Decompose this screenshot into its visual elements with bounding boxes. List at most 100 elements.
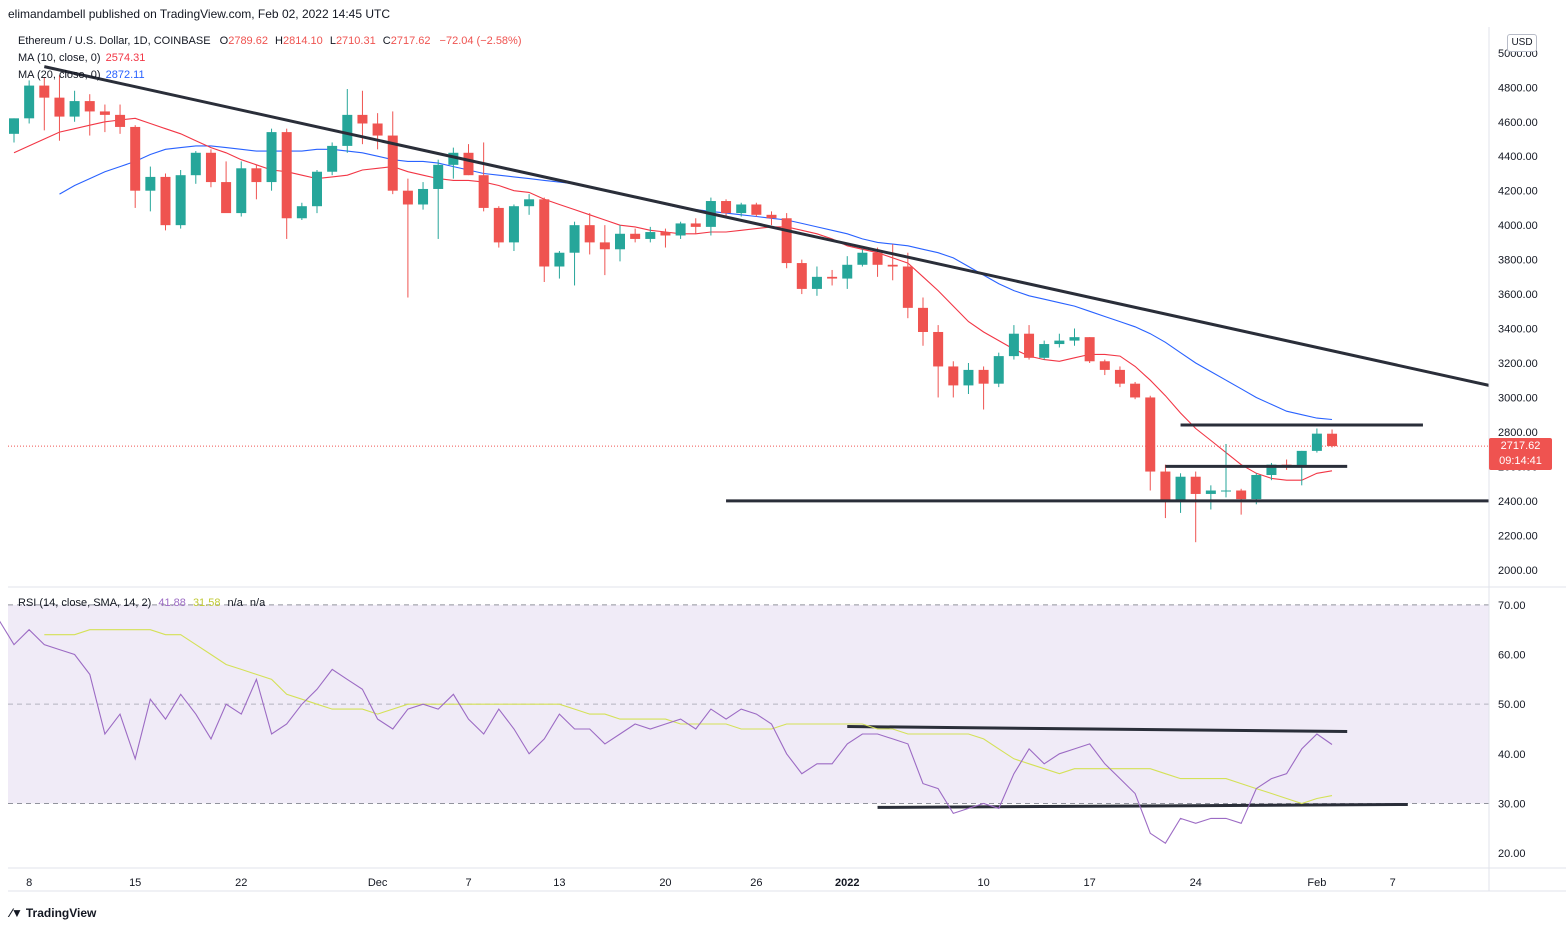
- candle-up[interactable]: [811, 276, 822, 289]
- candle-up[interactable]: [1296, 450, 1307, 467]
- candle-down[interactable]: [1084, 337, 1095, 362]
- candle-up[interactable]: [569, 225, 580, 253]
- candle-down[interactable]: [539, 199, 550, 267]
- candle-up[interactable]: [24, 85, 35, 119]
- rsi-axis-tick[interactable]: 40.00: [1498, 749, 1526, 761]
- rsi-axis-tick[interactable]: 20.00: [1498, 848, 1526, 860]
- candle-up[interactable]: [342, 114, 353, 146]
- rsi-level-line-drawing[interactable]: [847, 725, 1348, 733]
- candle-down[interactable]: [251, 168, 262, 183]
- candle-up[interactable]: [554, 252, 565, 267]
- rsi-legend[interactable]: RSI (14, close, SMA, 14, 2) 41.88 31.58 …: [18, 597, 265, 609]
- price-axis-tick[interactable]: 2200.00: [1498, 530, 1538, 542]
- candle-down[interactable]: [1024, 333, 1035, 358]
- candle-up[interactable]: [145, 176, 156, 191]
- candle-down[interactable]: [84, 101, 95, 112]
- candle-down[interactable]: [660, 232, 671, 236]
- price-axis-tick[interactable]: 4200.00: [1498, 186, 1538, 198]
- price-axis-tick[interactable]: 3400.00: [1498, 324, 1538, 336]
- candle-down[interactable]: [493, 207, 504, 243]
- candle-up[interactable]: [1039, 344, 1050, 358]
- candle-up[interactable]: [1266, 464, 1277, 475]
- rsi-axis-tick[interactable]: 70.00: [1498, 600, 1526, 612]
- candle-down[interactable]: [1130, 383, 1141, 398]
- candle-up[interactable]: [69, 101, 80, 117]
- candle-down[interactable]: [1236, 490, 1247, 500]
- candle-down[interactable]: [402, 190, 413, 205]
- time-axis-tick[interactable]: 26: [750, 877, 762, 889]
- candle-up[interactable]: [524, 199, 535, 207]
- candle-down[interactable]: [54, 97, 65, 117]
- candle-up[interactable]: [418, 188, 429, 205]
- candle-up[interactable]: [1205, 490, 1216, 494]
- candle-down[interactable]: [1327, 433, 1338, 447]
- price-axis-tick[interactable]: 4400.00: [1498, 151, 1538, 163]
- candle-down[interactable]: [478, 175, 489, 208]
- candle-up[interactable]: [236, 168, 247, 214]
- ma10-legend[interactable]: MA (10, close, 0) 2574.31: [18, 52, 145, 64]
- candle-up[interactable]: [645, 232, 656, 239]
- candle-down[interactable]: [99, 111, 110, 115]
- candle-down[interactable]: [387, 135, 398, 191]
- currency-button[interactable]: USD: [1507, 34, 1537, 52]
- time-axis-tick[interactable]: 10: [977, 877, 989, 889]
- rsi-axis-tick[interactable]: 30.00: [1498, 798, 1526, 810]
- price-axis-tick[interactable]: 4800.00: [1498, 82, 1538, 94]
- candle-up[interactable]: [1311, 433, 1322, 451]
- candle-down[interactable]: [918, 307, 928, 332]
- candle-down[interactable]: [978, 369, 989, 384]
- time-axis-tick[interactable]: 20: [659, 877, 671, 889]
- drawing-layer[interactable]: [43, 65, 1490, 809]
- candle-down[interactable]: [751, 204, 762, 215]
- candle-up[interactable]: [9, 118, 19, 134]
- candle-down[interactable]: [221, 182, 232, 214]
- candle-up[interactable]: [175, 175, 186, 226]
- candle-down[interactable]: [948, 366, 959, 386]
- rsi-level-line-drawing[interactable]: [877, 802, 1408, 809]
- candle-up[interactable]: [508, 206, 519, 243]
- candle-down[interactable]: [796, 263, 807, 289]
- candle-down[interactable]: [1160, 471, 1171, 501]
- candle-down[interactable]: [1114, 369, 1125, 384]
- candle-up[interactable]: [963, 369, 974, 386]
- time-axis-tick[interactable]: 7: [465, 877, 471, 889]
- candle-down[interactable]: [630, 233, 641, 239]
- time-axis-tick[interactable]: Feb: [1307, 877, 1326, 889]
- symbol-label[interactable]: Ethereum / U.S. Dollar, 1D, COINBASE: [18, 35, 211, 47]
- candle-up[interactable]: [433, 164, 444, 189]
- price-axis-tick[interactable]: 2400.00: [1498, 496, 1538, 508]
- time-axis-tick[interactable]: Dec: [368, 877, 388, 889]
- candle-up[interactable]: [842, 264, 853, 279]
- candle-down[interactable]: [281, 132, 292, 219]
- candlestick-layer[interactable]: [9, 75, 1338, 543]
- candle-up[interactable]: [1054, 340, 1065, 345]
- candle-down[interactable]: [1190, 476, 1201, 494]
- time-axis-tick[interactable]: 17: [1084, 877, 1096, 889]
- candle-up[interactable]: [1221, 490, 1231, 492]
- price-axis-tick[interactable]: 3600.00: [1498, 289, 1538, 301]
- candle-up[interactable]: [675, 223, 686, 236]
- candle-down[interactable]: [599, 242, 610, 250]
- candle-up[interactable]: [736, 204, 747, 214]
- candle-up[interactable]: [1008, 333, 1019, 357]
- time-axis-tick[interactable]: 2022: [835, 877, 859, 889]
- time-axis-tick[interactable]: 13: [553, 877, 565, 889]
- candle-down[interactable]: [827, 276, 838, 279]
- candle-up[interactable]: [296, 206, 307, 219]
- candle-up[interactable]: [1175, 476, 1186, 501]
- time-axis-tick[interactable]: 24: [1190, 877, 1202, 889]
- price-axis-tick[interactable]: 2000.00: [1498, 565, 1538, 577]
- descending-trendline[interactable]: [43, 65, 1490, 387]
- price-axis-tick[interactable]: 4000.00: [1498, 220, 1538, 232]
- candle-down[interactable]: [933, 331, 944, 367]
- candle-down[interactable]: [357, 114, 368, 124]
- candle-down[interactable]: [766, 214, 777, 219]
- candle-up[interactable]: [615, 233, 625, 250]
- candle-down[interactable]: [205, 152, 216, 183]
- rsi-axis-tick[interactable]: 50.00: [1498, 699, 1526, 711]
- candle-up[interactable]: [1251, 475, 1262, 500]
- price-axis-tick[interactable]: 3000.00: [1498, 392, 1538, 404]
- candle-up[interactable]: [266, 132, 277, 183]
- time-axis-tick[interactable]: 7: [1390, 877, 1396, 889]
- candle-down[interactable]: [721, 201, 732, 214]
